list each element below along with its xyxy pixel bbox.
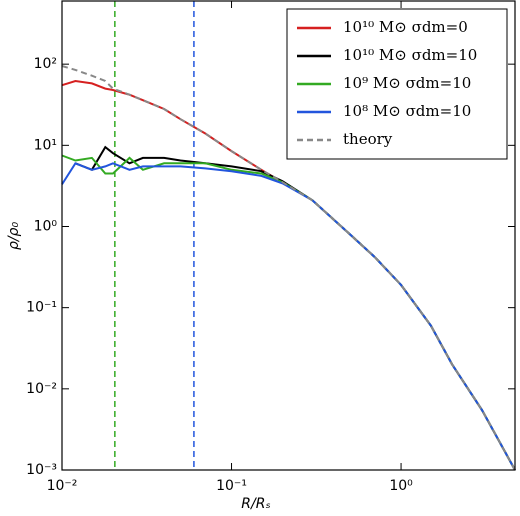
legend-label: 10¹⁰ M⊙ σdm=0 — [343, 18, 468, 36]
legend-label: 10¹⁰ M⊙ σdm=10 — [343, 46, 477, 64]
y-tick-label: 10⁻¹ — [26, 300, 57, 316]
y-tick-label: 10² — [34, 56, 57, 72]
y-axis-label: ρ/ρ₀ — [6, 222, 22, 250]
legend-label: 10⁹ M⊙ σdm=10 — [343, 74, 471, 92]
x-axis-label: R/Rₛ — [241, 496, 270, 512]
data-line — [61, 154, 516, 471]
data-line — [61, 65, 516, 471]
x-tick-label: 10⁰ — [389, 478, 413, 494]
data-line — [61, 162, 516, 471]
y-tick-label: 10⁰ — [34, 218, 58, 234]
x-tick-label: 10⁻² — [47, 478, 78, 494]
data-line — [75, 145, 516, 471]
x-tick-label: 10⁻¹ — [216, 478, 247, 494]
y-tick-label: 10⁻³ — [26, 462, 57, 478]
plot-frame — [61, 0, 516, 471]
legend-label: theory — [343, 130, 393, 148]
y-tick-label: 10¹ — [34, 137, 57, 153]
y-tick-label: 10⁻² — [26, 381, 57, 397]
legend-label: 10⁸ M⊙ σdm=10 — [343, 102, 471, 120]
